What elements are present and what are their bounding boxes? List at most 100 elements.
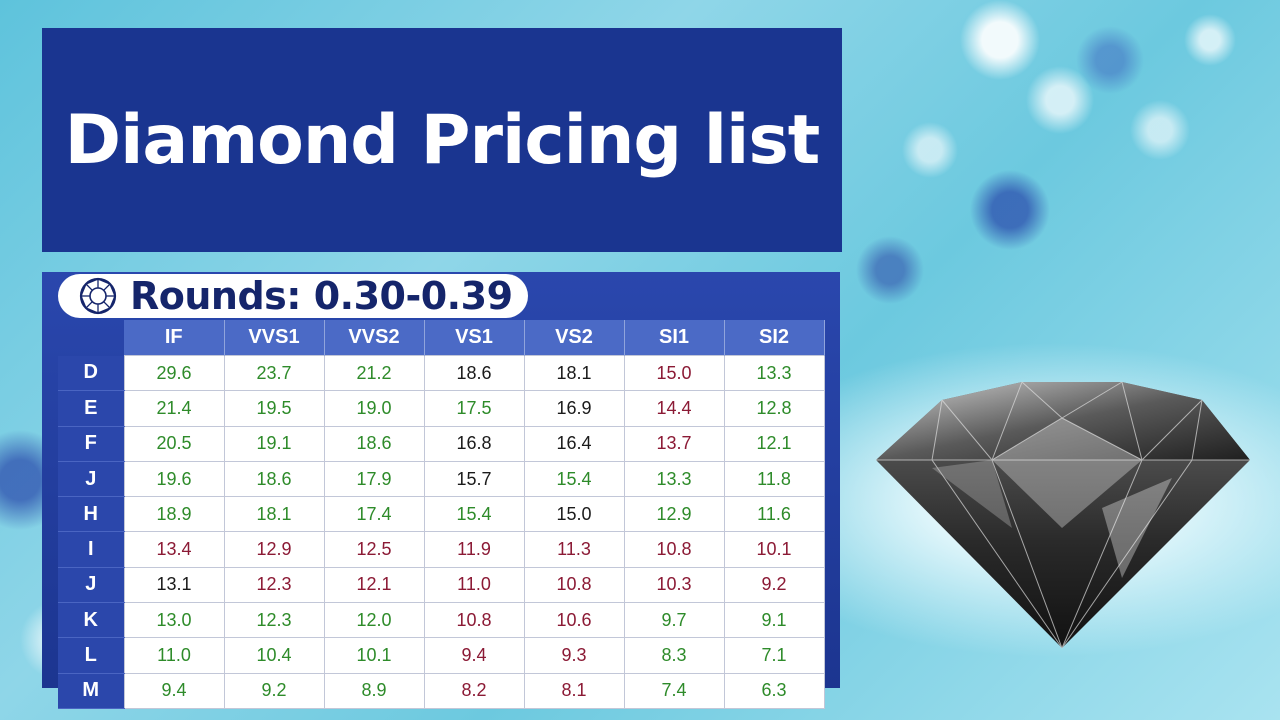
price-cell: 12.8 xyxy=(723,390,825,427)
table-subtitle: Rounds: 0.30-0.39 xyxy=(130,274,513,318)
table-row: E 21.4 19.5 19.0 17.5 16.9 14.4 12.8 xyxy=(58,390,825,427)
table-row: M 9.4 9.2 8.9 8.2 8.1 7.4 6.3 xyxy=(58,672,825,709)
round-diamond-icon xyxy=(79,277,117,315)
price-cell: 9.2 xyxy=(223,672,325,709)
price-cell: 12.3 xyxy=(223,566,325,604)
table-header-row: IF VVS1 VVS2 VS1 VS2 SI1 SI2 xyxy=(58,320,825,356)
price-cell: 16.8 xyxy=(423,425,525,462)
price-cell: 17.9 xyxy=(323,460,425,498)
column-header-vs2: VS2 xyxy=(524,320,625,356)
price-cell: 10.8 xyxy=(423,602,525,639)
row-header-grade: I xyxy=(58,531,124,568)
price-cell: 17.4 xyxy=(323,496,425,533)
column-header-if: IF xyxy=(124,320,225,356)
title-banner: Diamond Pricing list xyxy=(42,28,842,252)
column-header-si1: SI1 xyxy=(624,320,725,356)
table-row: J 19.6 18.6 17.9 15.7 15.4 13.3 11.8 xyxy=(58,460,825,498)
price-cell: 13.3 xyxy=(623,460,725,498)
price-cell: 8.2 xyxy=(423,672,525,709)
column-header-vvs1: VVS1 xyxy=(224,320,325,356)
diamond-illustration xyxy=(876,381,1250,649)
row-header-grade: E xyxy=(58,390,124,427)
price-cell: 15.4 xyxy=(523,460,625,498)
price-cell: 12.5 xyxy=(323,531,425,568)
table-corner xyxy=(58,320,124,356)
price-cell: 11.9 xyxy=(423,531,525,568)
table-row: F 20.5 19.1 18.6 16.8 16.4 13.7 12.1 xyxy=(58,425,825,462)
price-cell: 12.0 xyxy=(323,602,425,639)
table-row: D 29.6 23.7 21.2 18.6 18.1 15.0 13.3 xyxy=(58,354,825,392)
price-cell: 20.5 xyxy=(123,425,225,462)
price-cell: 9.3 xyxy=(523,637,625,674)
price-cell: 9.1 xyxy=(723,602,825,639)
price-cell: 7.1 xyxy=(723,637,825,674)
price-cell: 15.0 xyxy=(523,496,625,533)
price-cell: 18.1 xyxy=(223,496,325,533)
price-cell: 11.6 xyxy=(723,496,825,533)
price-table: IF VVS1 VVS2 VS1 VS2 SI1 SI2 D 29.6 23.7 21… xyxy=(58,320,825,709)
price-cell: 11.8 xyxy=(723,460,825,498)
price-cell: 8.3 xyxy=(623,637,725,674)
price-cell: 11.0 xyxy=(423,566,525,604)
price-cell: 13.3 xyxy=(723,354,825,392)
price-cell: 9.7 xyxy=(623,602,725,639)
price-cell: 12.1 xyxy=(723,425,825,462)
price-cell: 10.1 xyxy=(723,531,825,568)
price-cell: 23.7 xyxy=(223,354,325,392)
row-header-grade: L xyxy=(58,637,124,674)
row-header-grade: J xyxy=(58,567,124,604)
price-cell: 12.1 xyxy=(323,566,425,604)
price-cell: 13.0 xyxy=(123,602,225,639)
price-cell: 7.4 xyxy=(623,672,725,709)
row-header-grade: J xyxy=(58,461,124,498)
price-cell: 6.3 xyxy=(723,672,825,709)
price-cell: 13.1 xyxy=(123,566,225,604)
price-cell: 10.3 xyxy=(623,566,725,604)
price-cell: 29.6 xyxy=(123,354,225,392)
price-cell: 19.6 xyxy=(123,460,225,498)
price-cell: 10.8 xyxy=(523,566,625,604)
row-header-grade: F xyxy=(58,426,124,462)
page-title: Diamond Pricing list xyxy=(64,100,821,180)
price-cell: 10.4 xyxy=(223,637,325,674)
price-cell: 9.2 xyxy=(723,566,825,604)
price-cell: 19.1 xyxy=(223,425,325,462)
price-cell: 15.7 xyxy=(423,460,525,498)
table-row: I 13.4 12.9 12.5 11.9 11.3 10.8 10.1 xyxy=(58,531,825,568)
price-cell: 12.9 xyxy=(223,531,325,568)
subtitle-pill: Rounds: 0.30-0.39 xyxy=(58,274,528,318)
price-cell: 9.4 xyxy=(423,637,525,674)
price-cell: 11.3 xyxy=(523,531,625,568)
price-cell: 18.6 xyxy=(323,425,425,462)
price-cell: 21.2 xyxy=(323,354,425,392)
row-header-grade: K xyxy=(58,602,124,639)
price-cell: 18.6 xyxy=(223,460,325,498)
price-cell: 16.9 xyxy=(523,390,625,427)
price-cell: 13.4 xyxy=(123,531,225,568)
price-cell: 18.1 xyxy=(523,354,625,392)
price-cell: 13.7 xyxy=(623,425,725,462)
price-cell: 17.5 xyxy=(423,390,525,427)
table-row: H 18.9 18.1 17.4 15.4 15.0 12.9 11.6 xyxy=(58,496,825,533)
price-cell: 15.0 xyxy=(623,354,725,392)
price-cell: 10.8 xyxy=(623,531,725,568)
price-cell: 9.4 xyxy=(123,672,225,709)
price-cell: 18.6 xyxy=(423,354,525,392)
column-header-vs1: VS1 xyxy=(424,320,525,356)
table-row: L 11.0 10.4 10.1 9.4 9.3 8.3 7.1 xyxy=(58,637,825,674)
price-cell: 10.1 xyxy=(323,637,425,674)
table-row: K 13.0 12.3 12.0 10.8 10.6 9.7 9.1 xyxy=(58,602,825,639)
column-header-vvs2: VVS2 xyxy=(324,320,425,356)
price-cell: 12.3 xyxy=(223,602,325,639)
price-cell: 8.1 xyxy=(523,672,625,709)
price-cell: 21.4 xyxy=(123,390,225,427)
price-cell: 18.9 xyxy=(123,496,225,533)
price-cell: 10.6 xyxy=(523,602,625,639)
price-cell: 19.0 xyxy=(323,390,425,427)
price-cell: 14.4 xyxy=(623,390,725,427)
table-row: J 13.1 12.3 12.1 11.0 10.8 10.3 9.2 xyxy=(58,566,825,604)
pricing-panel: Rounds: 0.30-0.39 IF VVS1 VVS2 VS1 VS2 S… xyxy=(42,272,840,709)
price-cell: 16.4 xyxy=(523,425,625,462)
price-cell: 11.0 xyxy=(123,637,225,674)
row-header-grade: H xyxy=(58,496,124,533)
